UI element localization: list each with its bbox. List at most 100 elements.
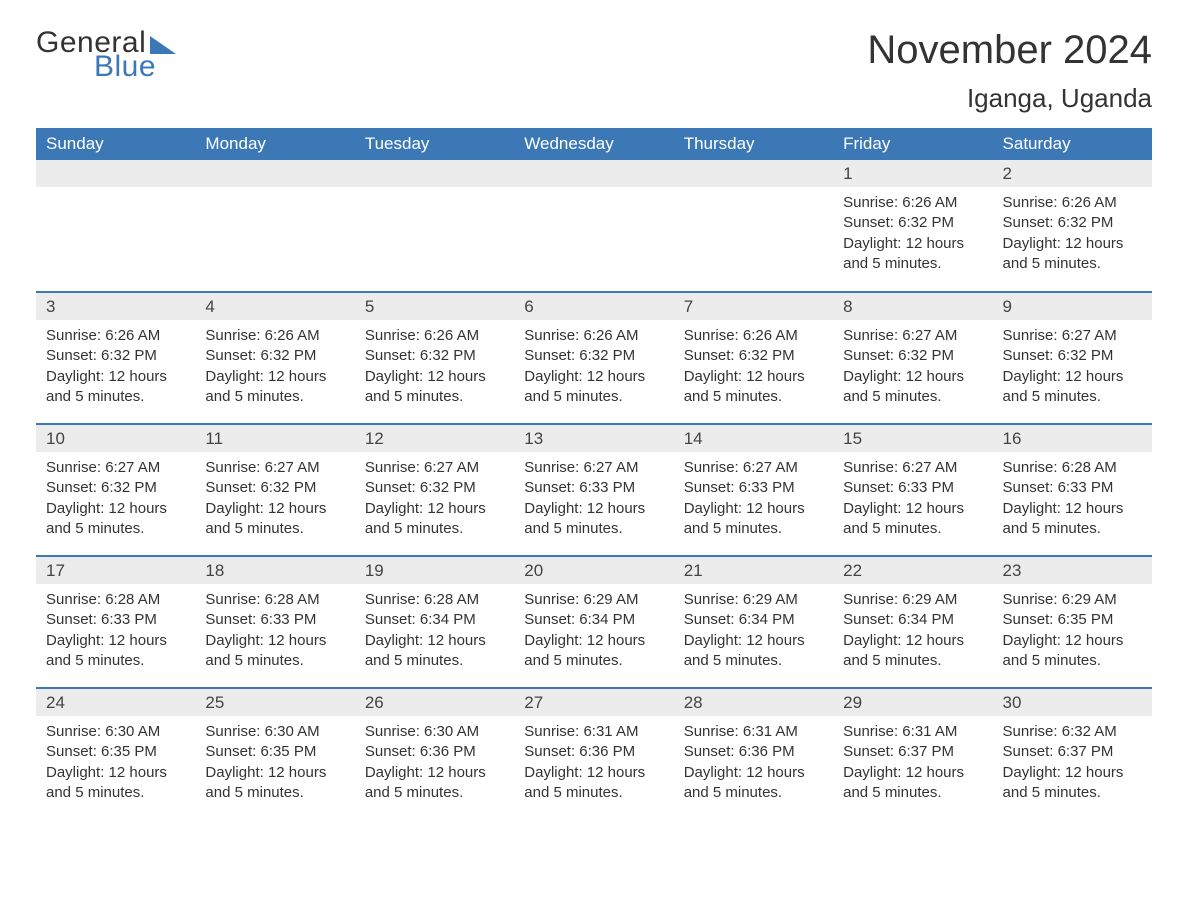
weekday-header: Thursday <box>674 128 833 160</box>
day-details: Sunrise: 6:27 AMSunset: 6:32 PMDaylight:… <box>355 452 514 543</box>
day-details: Sunrise: 6:29 AMSunset: 6:34 PMDaylight:… <box>514 584 673 675</box>
sunset-line: Sunset: 6:35 PM <box>46 742 185 762</box>
sunset-line: Sunset: 6:34 PM <box>524 610 663 630</box>
day-details: Sunrise: 6:28 AMSunset: 6:33 PMDaylight:… <box>993 452 1152 543</box>
day-number: 4 <box>195 293 354 320</box>
sunset-line: Sunset: 6:32 PM <box>1003 213 1142 233</box>
calendar-week-row: 1Sunrise: 6:26 AMSunset: 6:32 PMDaylight… <box>36 160 1152 292</box>
calendar-day-cell: 27Sunrise: 6:31 AMSunset: 6:36 PMDayligh… <box>514 688 673 820</box>
sunrise-line: Sunrise: 6:26 AM <box>843 193 982 213</box>
sunset-line: Sunset: 6:32 PM <box>843 346 982 366</box>
calendar-day-cell: 16Sunrise: 6:28 AMSunset: 6:33 PMDayligh… <box>993 424 1152 556</box>
day-number: 29 <box>833 689 992 716</box>
calendar-day-cell: 15Sunrise: 6:27 AMSunset: 6:33 PMDayligh… <box>833 424 992 556</box>
day-details: Sunrise: 6:31 AMSunset: 6:37 PMDaylight:… <box>833 716 992 807</box>
location-label: Iganga, Uganda <box>867 83 1152 114</box>
daylight-line: Daylight: 12 hours and 5 minutes. <box>205 499 344 540</box>
day-details: Sunrise: 6:30 AMSunset: 6:36 PMDaylight:… <box>355 716 514 807</box>
daylight-line: Daylight: 12 hours and 5 minutes. <box>843 631 982 672</box>
day-details: Sunrise: 6:27 AMSunset: 6:32 PMDaylight:… <box>833 320 992 411</box>
calendar-day-cell <box>355 160 514 292</box>
daylight-line: Daylight: 12 hours and 5 minutes. <box>205 367 344 408</box>
calendar-day-cell: 11Sunrise: 6:27 AMSunset: 6:32 PMDayligh… <box>195 424 354 556</box>
calendar-day-cell: 19Sunrise: 6:28 AMSunset: 6:34 PMDayligh… <box>355 556 514 688</box>
day-details: Sunrise: 6:32 AMSunset: 6:37 PMDaylight:… <box>993 716 1152 807</box>
day-details: Sunrise: 6:27 AMSunset: 6:32 PMDaylight:… <box>195 452 354 543</box>
sunrise-line: Sunrise: 6:27 AM <box>843 458 982 478</box>
daylight-line: Daylight: 12 hours and 5 minutes. <box>365 631 504 672</box>
sunrise-line: Sunrise: 6:27 AM <box>684 458 823 478</box>
day-details: Sunrise: 6:28 AMSunset: 6:33 PMDaylight:… <box>36 584 195 675</box>
day-details: Sunrise: 6:27 AMSunset: 6:33 PMDaylight:… <box>833 452 992 543</box>
daylight-line: Daylight: 12 hours and 5 minutes. <box>684 499 823 540</box>
sunset-line: Sunset: 6:35 PM <box>1003 610 1142 630</box>
day-details: Sunrise: 6:28 AMSunset: 6:34 PMDaylight:… <box>355 584 514 675</box>
calendar-day-cell: 21Sunrise: 6:29 AMSunset: 6:34 PMDayligh… <box>674 556 833 688</box>
day-details: Sunrise: 6:27 AMSunset: 6:33 PMDaylight:… <box>674 452 833 543</box>
day-details: Sunrise: 6:29 AMSunset: 6:34 PMDaylight:… <box>674 584 833 675</box>
weekday-header: Friday <box>833 128 992 160</box>
day-details: Sunrise: 6:26 AMSunset: 6:32 PMDaylight:… <box>833 187 992 278</box>
month-title: November 2024 <box>867 28 1152 73</box>
sunrise-line: Sunrise: 6:26 AM <box>684 326 823 346</box>
day-details: Sunrise: 6:28 AMSunset: 6:33 PMDaylight:… <box>195 584 354 675</box>
sunset-line: Sunset: 6:36 PM <box>365 742 504 762</box>
sunset-line: Sunset: 6:32 PM <box>365 478 504 498</box>
day-number: 16 <box>993 425 1152 452</box>
sunset-line: Sunset: 6:33 PM <box>684 478 823 498</box>
brand-word-2: Blue <box>94 52 176 82</box>
calendar-day-cell <box>514 160 673 292</box>
title-block: November 2024 Iganga, Uganda <box>867 28 1152 120</box>
calendar-day-cell: 18Sunrise: 6:28 AMSunset: 6:33 PMDayligh… <box>195 556 354 688</box>
sunrise-line: Sunrise: 6:28 AM <box>205 590 344 610</box>
sunset-line: Sunset: 6:33 PM <box>843 478 982 498</box>
calendar-day-cell: 26Sunrise: 6:30 AMSunset: 6:36 PMDayligh… <box>355 688 514 820</box>
day-details: Sunrise: 6:26 AMSunset: 6:32 PMDaylight:… <box>674 320 833 411</box>
sunrise-line: Sunrise: 6:27 AM <box>46 458 185 478</box>
sunrise-line: Sunrise: 6:29 AM <box>524 590 663 610</box>
daylight-line: Daylight: 12 hours and 5 minutes. <box>46 631 185 672</box>
sunrise-line: Sunrise: 6:26 AM <box>1003 193 1142 213</box>
sunset-line: Sunset: 6:32 PM <box>46 346 185 366</box>
day-number: 8 <box>833 293 992 320</box>
calendar-day-cell: 22Sunrise: 6:29 AMSunset: 6:34 PMDayligh… <box>833 556 992 688</box>
day-details: Sunrise: 6:26 AMSunset: 6:32 PMDaylight:… <box>195 320 354 411</box>
sunrise-line: Sunrise: 6:26 AM <box>205 326 344 346</box>
calendar-day-cell: 2Sunrise: 6:26 AMSunset: 6:32 PMDaylight… <box>993 160 1152 292</box>
sunset-line: Sunset: 6:33 PM <box>1003 478 1142 498</box>
day-number: 15 <box>833 425 992 452</box>
daylight-line: Daylight: 12 hours and 5 minutes. <box>684 763 823 804</box>
calendar-day-cell: 3Sunrise: 6:26 AMSunset: 6:32 PMDaylight… <box>36 292 195 424</box>
sunset-line: Sunset: 6:34 PM <box>684 610 823 630</box>
calendar-day-cell: 29Sunrise: 6:31 AMSunset: 6:37 PMDayligh… <box>833 688 992 820</box>
day-number: 24 <box>36 689 195 716</box>
sunrise-line: Sunrise: 6:27 AM <box>365 458 504 478</box>
day-number: 6 <box>514 293 673 320</box>
day-number: 1 <box>833 160 992 187</box>
day-details: Sunrise: 6:30 AMSunset: 6:35 PMDaylight:… <box>195 716 354 807</box>
day-number: 19 <box>355 557 514 584</box>
day-number: 7 <box>674 293 833 320</box>
sunset-line: Sunset: 6:32 PM <box>205 478 344 498</box>
daylight-line: Daylight: 12 hours and 5 minutes. <box>1003 367 1142 408</box>
day-number: 25 <box>195 689 354 716</box>
sunset-line: Sunset: 6:34 PM <box>843 610 982 630</box>
day-number <box>195 160 354 187</box>
calendar-day-cell: 17Sunrise: 6:28 AMSunset: 6:33 PMDayligh… <box>36 556 195 688</box>
daylight-line: Daylight: 12 hours and 5 minutes. <box>365 499 504 540</box>
sunset-line: Sunset: 6:34 PM <box>365 610 504 630</box>
header-bar: General Blue November 2024 Iganga, Ugand… <box>36 28 1152 120</box>
calendar-week-row: 10Sunrise: 6:27 AMSunset: 6:32 PMDayligh… <box>36 424 1152 556</box>
day-number <box>355 160 514 187</box>
day-number: 14 <box>674 425 833 452</box>
day-number: 10 <box>36 425 195 452</box>
daylight-line: Daylight: 12 hours and 5 minutes. <box>1003 763 1142 804</box>
calendar-day-cell <box>195 160 354 292</box>
daylight-line: Daylight: 12 hours and 5 minutes. <box>205 763 344 804</box>
day-number: 11 <box>195 425 354 452</box>
calendar-table: Sunday Monday Tuesday Wednesday Thursday… <box>36 128 1152 820</box>
calendar-day-cell: 4Sunrise: 6:26 AMSunset: 6:32 PMDaylight… <box>195 292 354 424</box>
sunrise-line: Sunrise: 6:30 AM <box>365 722 504 742</box>
calendar-week-row: 24Sunrise: 6:30 AMSunset: 6:35 PMDayligh… <box>36 688 1152 820</box>
sunrise-line: Sunrise: 6:28 AM <box>365 590 504 610</box>
